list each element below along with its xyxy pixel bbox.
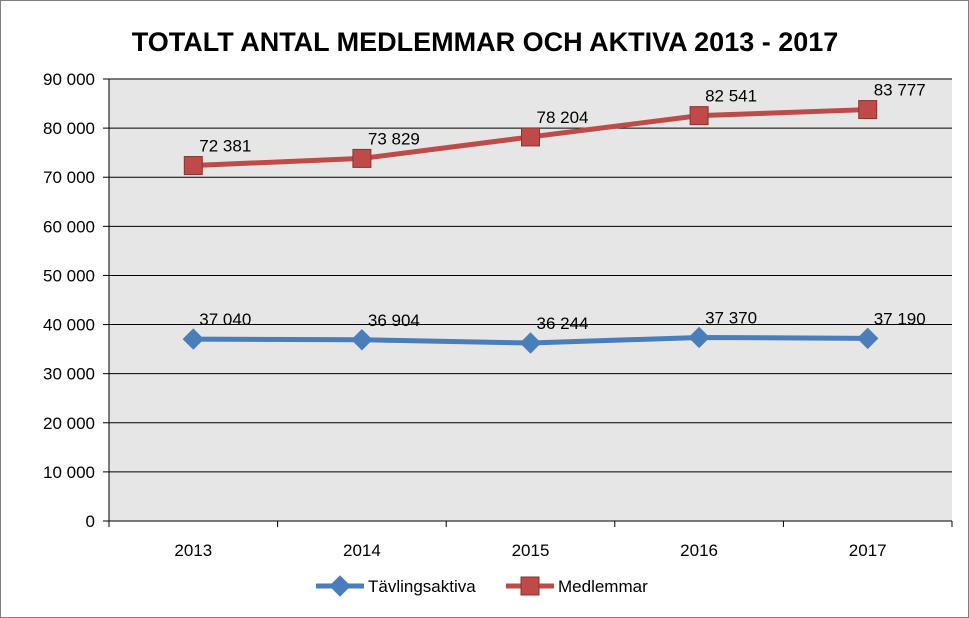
y-tick-label: 10 000 [43,463,95,482]
data-label: 82 541 [705,87,757,106]
y-tick-label: 60 000 [43,217,95,236]
legend-label: Tävlingsaktiva [368,577,476,596]
data-label: 83 777 [874,81,926,100]
plot-background [109,79,952,521]
data-label: 78 204 [537,108,589,127]
data-point [352,148,372,168]
x-tick-label: 2017 [849,541,887,560]
chart-title: TOTALT ANTAL MEDLEMMAR OCH AKTIVA 2013 -… [132,27,839,57]
data-label: 36 904 [368,311,420,330]
y-tick-label: 70 000 [43,168,95,187]
y-tick-label: 0 [86,512,95,531]
data-label: 36 244 [537,314,589,333]
legend-marker [520,576,540,596]
y-tick-label: 20 000 [43,414,95,433]
legend: Tävlingsaktiva Medlemmar [316,575,648,597]
data-point [351,329,373,351]
y-tick-label: 80 000 [43,119,95,138]
data-point [183,156,203,176]
data-point [182,328,205,350]
x-tick-label: 2014 [343,541,381,560]
data-point [688,326,710,349]
legend-marker [329,575,351,597]
x-tick-label: 2015 [512,541,550,560]
y-tick-label: 40 000 [43,316,95,335]
data-point [858,100,878,120]
plot-area: 0 10 000 20 000 30 000 40 000 50 000 60 000 70 … [43,70,953,560]
data-label: 37 370 [705,308,757,327]
data-label: 72 381 [199,137,251,156]
y-tick-label: 50 000 [43,266,95,285]
data-label: 37 040 [199,310,251,329]
y-tick-label: 30 000 [43,365,95,384]
data-point [689,106,709,126]
y-tick-label: 90 000 [43,70,95,89]
data-point [521,127,540,147]
x-tick-label: 2013 [174,541,212,560]
x-tick-label: 2016 [680,541,718,560]
data-label: 37 190 [874,309,926,328]
legend-label: Medlemmar [558,577,648,596]
data-point [519,332,542,354]
data-point [856,327,879,350]
data-label: 73 829 [368,129,420,148]
